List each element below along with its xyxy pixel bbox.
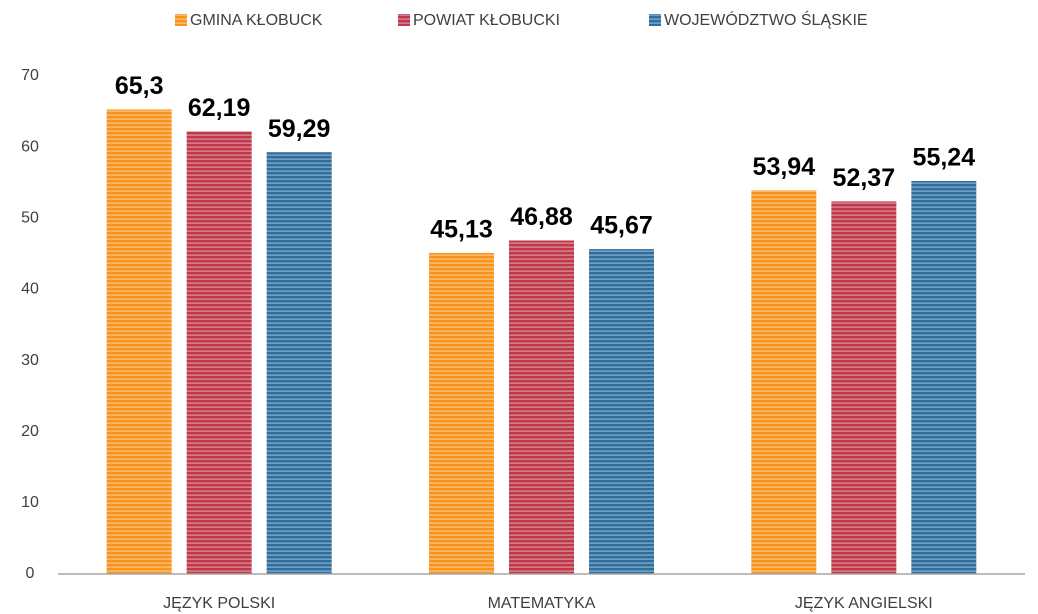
bar xyxy=(266,152,332,574)
value-label: 53,94 xyxy=(753,153,816,181)
y-tick-label: 0 xyxy=(26,565,35,582)
value-label: 55,24 xyxy=(913,144,976,172)
value-label: 65,3 xyxy=(115,72,164,100)
y-tick-label: 50 xyxy=(21,210,39,227)
y-tick-label: 10 xyxy=(21,494,39,511)
bar xyxy=(509,240,574,574)
x-tick-label: JĘZYK ANGIELSKI xyxy=(795,595,933,612)
value-label: 45,13 xyxy=(430,216,493,244)
bar xyxy=(751,190,817,574)
y-tick-label: 30 xyxy=(21,352,39,369)
x-tick-label: MATEMATYKA xyxy=(488,595,596,612)
y-tick-label: 70 xyxy=(21,67,39,84)
legend-swatch xyxy=(175,14,187,26)
bar xyxy=(911,181,977,575)
value-label: 46,88 xyxy=(510,203,573,231)
value-label: 52,37 xyxy=(833,164,896,192)
legend-label: POWIAT KŁOBUCKI xyxy=(413,12,560,29)
legend-swatch xyxy=(649,14,661,26)
value-label: 59,29 xyxy=(268,115,331,143)
y-tick-label: 20 xyxy=(21,423,39,440)
legend-swatch xyxy=(398,14,410,26)
bar xyxy=(106,109,172,575)
value-label: 62,19 xyxy=(188,94,251,122)
value-label: 45,67 xyxy=(590,212,653,240)
bar xyxy=(831,201,897,574)
y-tick-label: 60 xyxy=(21,138,39,155)
bar xyxy=(186,131,252,575)
legend-label: GMINA KŁOBUCK xyxy=(190,12,323,29)
bar xyxy=(429,252,494,574)
x-tick-label: JĘZYK POLSKI xyxy=(163,595,275,612)
bar xyxy=(589,249,654,574)
y-tick-label: 40 xyxy=(21,281,39,298)
legend-label: WOJEWÓDZTWO ŚLĄSKIE xyxy=(664,10,868,29)
